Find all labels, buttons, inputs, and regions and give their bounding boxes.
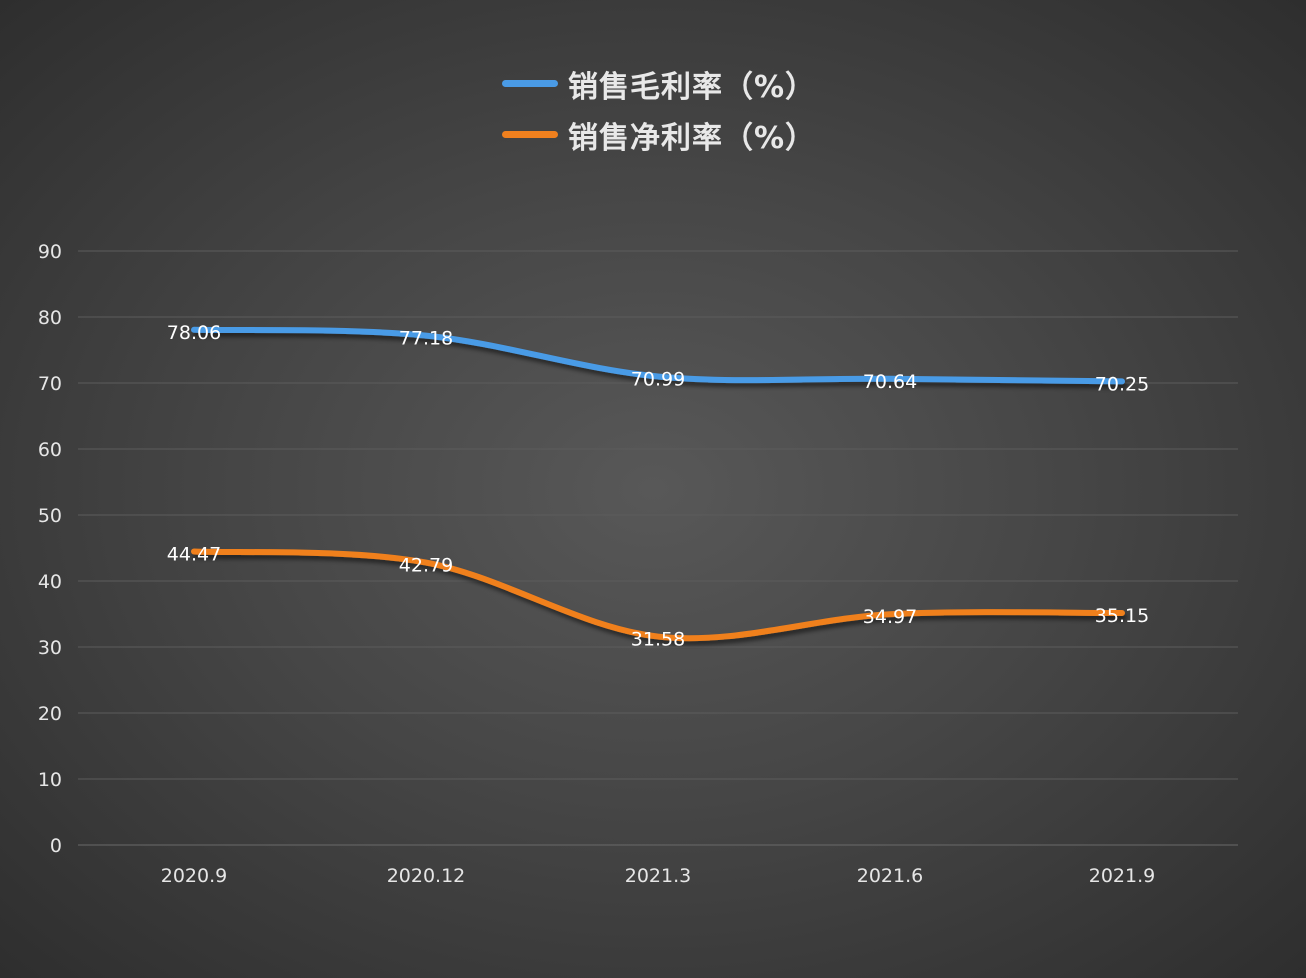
y-tick-label: 10 [38, 769, 62, 791]
data-label: 77.18 [399, 328, 453, 350]
y-tick-label: 0 [50, 835, 62, 857]
data-label: 31.58 [631, 629, 685, 651]
data-label: 34.97 [863, 606, 917, 628]
data-label: 35.15 [1095, 605, 1149, 627]
legend-swatch-gross-margin [502, 80, 558, 87]
series-line-1 [191, 548, 1125, 642]
data-label: 44.47 [167, 543, 221, 565]
data-label: 78.06 [167, 322, 221, 344]
y-tick-label: 60 [38, 439, 62, 461]
y-tick-label: 50 [38, 505, 62, 527]
legend-item-net-margin: 销售净利率（%） [502, 109, 816, 160]
legend-swatch-net-margin [502, 131, 558, 138]
y-tick-label: 80 [38, 307, 62, 329]
y-tick-label: 90 [38, 241, 62, 263]
series-line-0 [191, 326, 1125, 385]
y-tick-label: 20 [38, 703, 62, 725]
data-label: 42.79 [399, 555, 453, 577]
y-tick-label: 70 [38, 373, 62, 395]
x-tick-label: 2021.3 [625, 865, 691, 887]
legend: 销售毛利率（%） 销售净利率（%） [502, 58, 816, 160]
data-label: 70.25 [1095, 373, 1149, 395]
data-label: 70.64 [863, 371, 917, 393]
y-tick-label: 40 [38, 571, 62, 593]
x-tick-label: 2021.9 [1089, 865, 1155, 887]
legend-label-gross-margin: 销售毛利率（%） [568, 69, 817, 105]
x-tick-label: 2020.9 [161, 865, 227, 887]
data-label: 70.99 [631, 368, 685, 390]
x-tick-label: 2020.12 [387, 865, 466, 887]
legend-item-gross-margin: 销售毛利率（%） [502, 58, 816, 109]
x-tick-label: 2021.6 [857, 865, 923, 887]
y-tick-label: 30 [38, 637, 62, 659]
legend-label-net-margin: 销售净利率（%） [568, 120, 817, 156]
